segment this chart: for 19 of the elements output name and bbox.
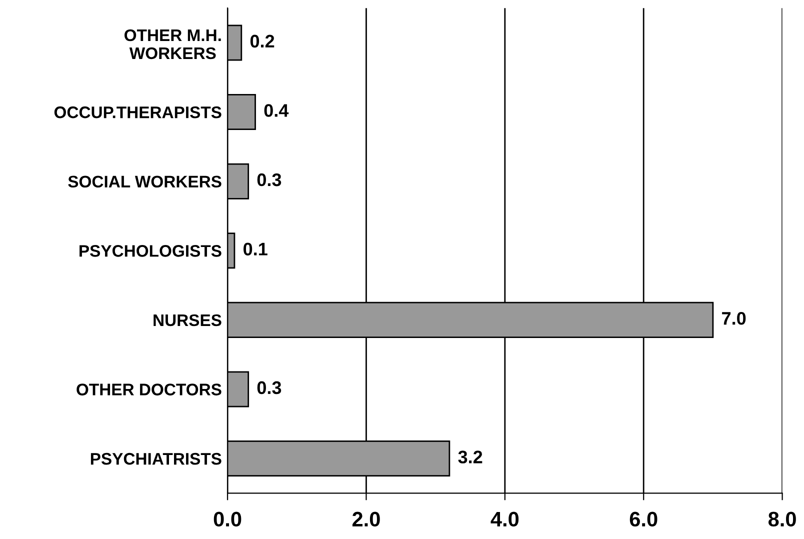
data-label: 0.3	[257, 381, 282, 394]
x-tick-label: 6.0	[630, 512, 658, 527]
data-label: 0.2	[250, 34, 274, 48]
y-tick-label: OTHER M.H. WORKERS	[124, 29, 221, 60]
x-tick-label: 0.0	[214, 512, 242, 527]
x-tick-label: 4.0	[490, 512, 519, 527]
data-label: 7.0	[722, 312, 746, 325]
y-tick-label: PSYCHIATRISTS	[90, 452, 222, 465]
y-tick-label: SOCIAL WORKERS	[68, 176, 222, 188]
data-label: 0.3	[257, 173, 282, 186]
x-tick-label: 8.0	[768, 512, 796, 527]
y-tick-label: OTHER DOCTORS	[76, 384, 222, 396]
y-tick-label: OCCUP.THERAPISTS	[54, 106, 222, 118]
y-tick-label: NURSES	[154, 314, 222, 326]
data-label: 0.1	[244, 242, 268, 256]
y-tick-label: PSYCHOLOGISTS	[80, 245, 222, 257]
data-label: 0.4	[264, 104, 289, 117]
x-tick-label: 2.0	[352, 512, 380, 527]
data-label: 3.2	[458, 450, 482, 464]
